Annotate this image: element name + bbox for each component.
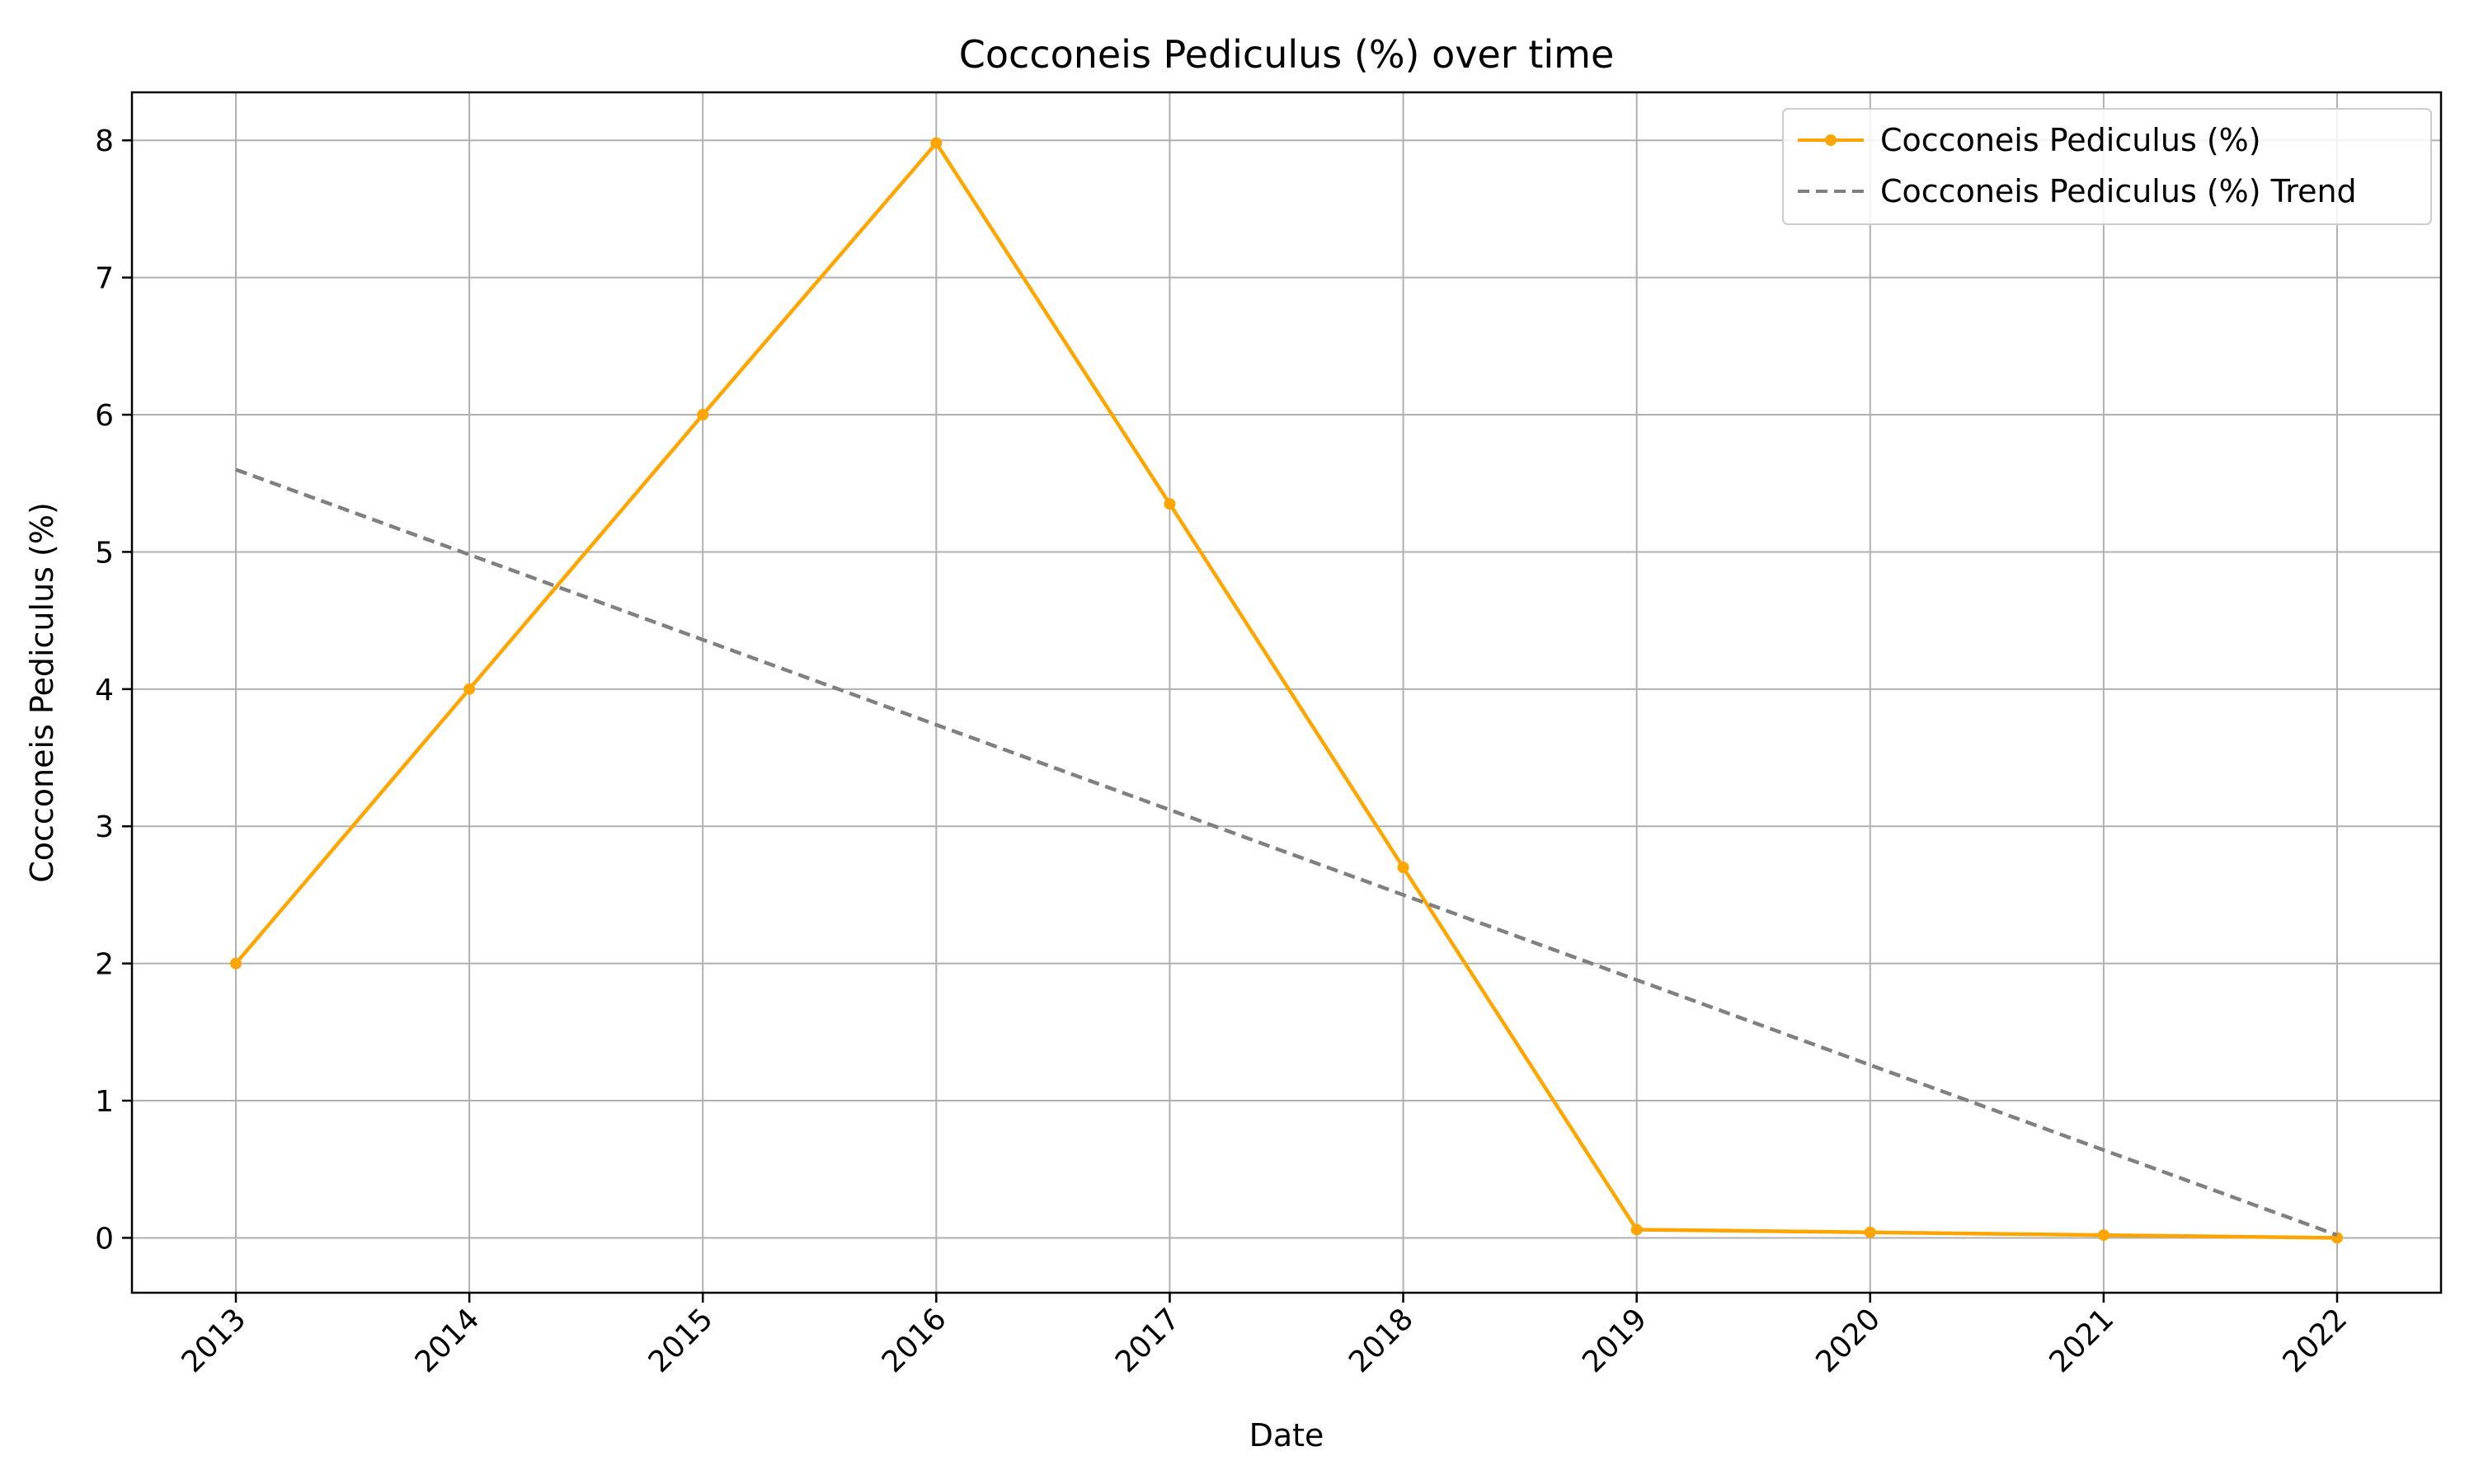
x-axis-title: Date (1249, 1417, 1324, 1453)
y-tick-label: 2 (95, 948, 114, 982)
legend-label-series: Cocconeis Pediculus (%) (1880, 122, 2261, 158)
y-tick-label: 8 (95, 124, 114, 158)
y-tick-label: 3 (95, 810, 114, 844)
data-point (1397, 862, 1409, 874)
trend-line (235, 467, 2338, 1237)
legend-marker-series (1825, 134, 1837, 146)
legend-box (1782, 108, 2432, 225)
y-axis-ticks: 0 1 2 3 4 5 6 7 8 (95, 124, 132, 1256)
legend: Cocconeis Pediculus (%) Cocconeis Pedicu… (1782, 108, 2432, 225)
data-point (930, 137, 943, 149)
data-point (463, 683, 476, 695)
series-layer (230, 137, 2343, 1244)
y-tick-label: 1 (95, 1085, 114, 1119)
y-tick-label: 6 (95, 399, 114, 433)
y-tick-label: 5 (95, 536, 114, 570)
chart-title: Cocconeis Pediculus (%) over time (959, 32, 1615, 77)
plot-frame (130, 91, 2443, 1294)
y-tick-label: 0 (95, 1222, 114, 1256)
y-tick-label: 4 (95, 674, 114, 707)
legend-label-trend: Cocconeis Pediculus (%) Trend (1880, 173, 2357, 209)
data-point (1864, 1226, 1876, 1238)
data-point (2097, 1229, 2109, 1242)
data-point (697, 409, 709, 421)
y-tick-label: 7 (95, 262, 114, 296)
data-point (1164, 498, 1176, 510)
data-point (1630, 1223, 1643, 1236)
y-axis-title: Cocconeis Pediculus (%) (24, 502, 60, 883)
series-line (234, 141, 2338, 1240)
data-point (230, 957, 242, 970)
